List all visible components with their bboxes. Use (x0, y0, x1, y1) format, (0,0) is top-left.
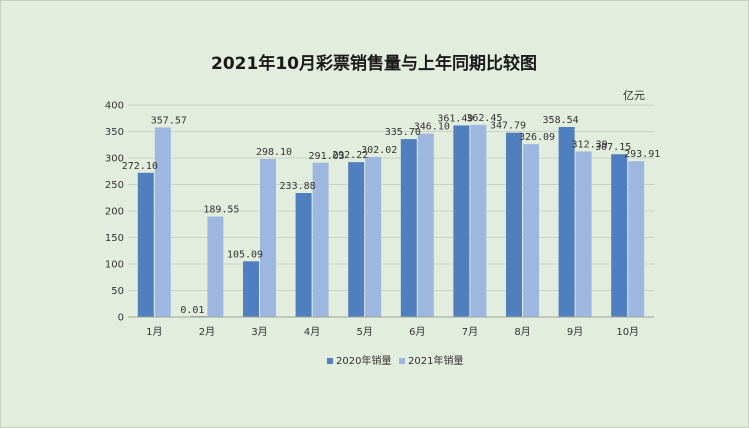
x-tick-label: 7月 (462, 326, 478, 338)
bar-2020 (243, 261, 259, 317)
y-tick-label: 50 (111, 286, 124, 297)
data-label: 312.39 (572, 139, 608, 150)
data-label: 347.79 (490, 121, 526, 132)
bar-2020 (348, 162, 365, 317)
data-label: 298.10 (256, 147, 292, 158)
x-tick-label: 9月 (567, 326, 583, 338)
bar-2021 (417, 133, 434, 317)
legend-swatch (327, 358, 333, 364)
data-label: 357.57 (151, 115, 187, 126)
data-label: 272.10 (122, 161, 158, 172)
data-label: 335.70 (385, 127, 421, 138)
x-tick-label: 2月 (199, 326, 215, 338)
data-label: 105.09 (227, 249, 263, 260)
data-label: 362.45 (466, 113, 502, 124)
data-label: 358.54 (543, 115, 579, 126)
axes: 0 50 100 150 200 250 300 350 400 1月 2月 3月 4月 5月 6月 7月 8月… (105, 101, 654, 338)
bar-2020 (453, 125, 470, 317)
data-label: 291.03 (309, 151, 345, 162)
bar-2020 (611, 154, 628, 317)
data-label: 293.91 (624, 149, 660, 160)
legend: 2020年销量 2021年销量 (327, 354, 463, 367)
legend-swatch (399, 358, 405, 364)
bar-2021 (365, 156, 382, 317)
x-tick-label: 5月 (357, 326, 373, 338)
y-tick-label: 350 (105, 127, 124, 138)
data-label: 0.01 (180, 305, 204, 316)
x-tick-label: 3月 (251, 326, 267, 338)
data-label: 189.55 (203, 205, 239, 216)
legend-label: 2020年销量 (336, 354, 391, 367)
bar-2021 (470, 124, 487, 318)
data-label: 361.49 (437, 113, 473, 124)
data-label: 346.10 (414, 122, 450, 133)
y-tick-label: 100 (105, 260, 124, 271)
bar-2020 (400, 139, 417, 317)
chart-title: 2021年10月彩票销售量与上年同期比较图 (211, 53, 537, 74)
bar-2020 (137, 172, 154, 317)
data-label: 326.09 (519, 132, 555, 143)
data-label: 233.88 (280, 181, 316, 192)
data-label: 302.02 (361, 145, 397, 156)
bar-2021 (154, 127, 171, 317)
y-tick-label: 300 (105, 154, 124, 165)
data-label: 292.22 (332, 150, 368, 161)
bar-2021 (628, 161, 645, 317)
data-label: 307.15 (595, 142, 631, 153)
data-labels: 272.10 357.57 0.01 189.55 105.09 298.10 233.88… (122, 113, 661, 316)
y-tick-label: 200 (105, 207, 124, 218)
bar-2020 (506, 132, 522, 317)
x-tick-label: 10月 (616, 326, 639, 338)
y-tick-label: 250 (105, 180, 124, 191)
x-tick-label: 4月 (304, 326, 320, 338)
x-tick-label: 8月 (514, 326, 530, 338)
y-tick-label: 150 (105, 233, 124, 244)
y-tick-label: 0 (118, 313, 124, 324)
x-tick-label: 6月 (409, 326, 425, 338)
bar-2021 (260, 159, 276, 317)
bar-2021 (575, 151, 592, 317)
x-tick-label: 1月 (146, 326, 162, 338)
bar-2020 (558, 126, 575, 317)
y-tick-label: 400 (105, 101, 124, 112)
bars (137, 124, 645, 318)
bar-2021 (207, 216, 224, 317)
legend-label: 2021年销量 (408, 354, 463, 367)
bar-2020 (295, 193, 312, 317)
bar-2021 (312, 162, 329, 317)
unit-label: 亿元 (623, 89, 645, 102)
bar-2021 (523, 144, 539, 317)
